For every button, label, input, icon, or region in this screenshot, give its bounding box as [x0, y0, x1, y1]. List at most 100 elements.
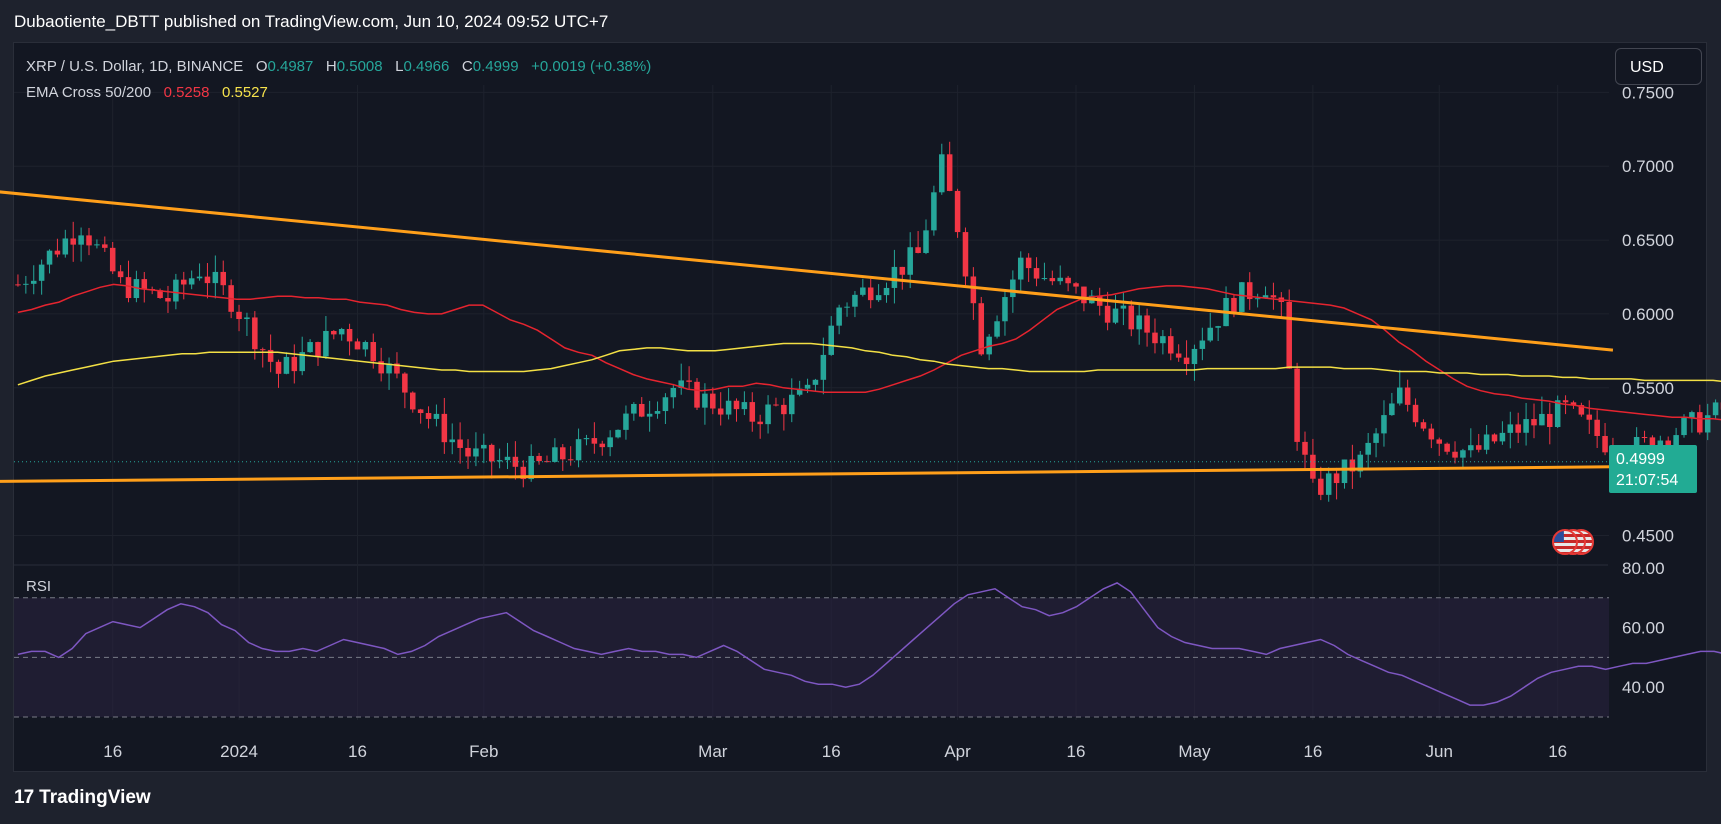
ema-row: EMA Cross 50/200 0.5258 0.5527 [26, 80, 651, 106]
candle-body [1452, 451, 1458, 458]
candle-body [212, 271, 219, 284]
tradingview-footer[interactable]: 17 TradingView [14, 782, 151, 814]
candle-body [1183, 357, 1190, 365]
candle-body [157, 290, 163, 299]
candle-body [1310, 454, 1316, 479]
candle-body [267, 349, 274, 362]
candle-body [1689, 412, 1695, 419]
economic-events[interactable] [1546, 529, 1596, 559]
change-value: +0.0019 (+0.38%) [531, 58, 652, 75]
high-value: 0.5008 [336, 58, 383, 75]
candle-body [891, 266, 898, 288]
candle-body [102, 244, 108, 248]
candle-body [954, 190, 961, 233]
ema50-line [17, 283, 1721, 421]
rsi-band [14, 597, 1609, 718]
candle-body [1507, 424, 1514, 433]
candle-body [1483, 434, 1490, 450]
time-tick-label: Feb [469, 742, 498, 761]
candle-body [1349, 459, 1356, 472]
symbol-label[interactable]: XRP / U.S. Dollar, 1D, BINANCE [26, 58, 244, 75]
candle-body [1270, 295, 1277, 298]
candle-body [1602, 436, 1608, 453]
low-label: L [395, 58, 404, 75]
candle-body [362, 342, 369, 350]
time-tick-label: 16 [1303, 742, 1322, 761]
candle-body [812, 379, 819, 385]
candle-body [970, 276, 977, 304]
candle-body [307, 342, 313, 353]
last-price-badge: 0.4999 21:07:54 [1609, 445, 1697, 493]
candle-body [575, 439, 582, 461]
candle-body [457, 439, 463, 448]
candle-body [1294, 368, 1300, 442]
candle-body [678, 380, 684, 388]
candle-body [638, 403, 645, 417]
publisher-line: Dubaotiente_DBTT published on TradingVie… [14, 12, 609, 31]
candle-body [1539, 413, 1545, 426]
candle-body [599, 443, 606, 448]
bar-countdown: 21:07:54 [1616, 472, 1679, 489]
candle-body [773, 404, 779, 406]
candle-body [781, 404, 787, 415]
candle-body [394, 363, 400, 374]
candle-body [125, 277, 132, 299]
candle-body [236, 311, 242, 320]
rsi-label[interactable]: RSI [26, 578, 52, 595]
candle-body [1239, 282, 1245, 312]
candle-body [109, 247, 116, 272]
candle-body [1475, 445, 1482, 450]
ema-label[interactable]: EMA Cross 50/200 [26, 84, 152, 101]
candle-body [1262, 295, 1269, 299]
candle-body [670, 387, 677, 398]
currency-button[interactable]: USD [1615, 48, 1702, 85]
candle-body [852, 294, 858, 307]
candle-body [1325, 473, 1332, 495]
candle-body [1017, 257, 1024, 280]
chart-legend: XRP / U.S. Dollar, 1D, BINANCE O0.4987 H… [26, 54, 651, 106]
candle-body [1649, 437, 1656, 452]
candle-body [931, 192, 937, 231]
candle-body [994, 321, 1000, 337]
candle-body [1381, 415, 1387, 434]
rsi-tick-label: 40.00 [1622, 678, 1665, 697]
candle-body [1491, 434, 1498, 442]
candle-body [1104, 305, 1111, 323]
candle-body [402, 373, 408, 393]
us-flag-icon[interactable] [1552, 529, 1578, 555]
candle-body [1531, 419, 1537, 426]
ema200-value: 0.5527 [221, 84, 268, 101]
candle-body [370, 342, 377, 362]
candle-body [196, 276, 203, 279]
candle-body [725, 400, 732, 415]
candle-body [1041, 278, 1048, 280]
candle-body [536, 455, 542, 462]
low-value: 0.4966 [403, 58, 450, 75]
candle-body [1231, 297, 1237, 312]
candle-body [1033, 268, 1040, 279]
candle-body [1128, 305, 1135, 330]
open-value: 0.4987 [267, 58, 314, 75]
candle-body [804, 384, 811, 389]
candle-body [299, 352, 305, 372]
candle-body [488, 444, 495, 462]
candle-body [291, 356, 298, 372]
candle-body [1365, 442, 1371, 455]
candle-body [433, 413, 440, 419]
candle-body [710, 393, 716, 409]
candle-body [1057, 277, 1063, 282]
candle-body [378, 361, 384, 374]
candle-body [623, 413, 629, 430]
ohlc-row: XRP / U.S. Dollar, 1D, BINANCE O0.4987 H… [26, 54, 651, 80]
candle-body [315, 342, 321, 357]
candle-body [1246, 282, 1253, 300]
candle-body [1160, 336, 1166, 344]
candle-body [828, 325, 835, 355]
candle-body [607, 437, 613, 448]
candle-body [1199, 340, 1206, 349]
candle-body [338, 329, 345, 335]
candle-body [417, 409, 424, 414]
candle-body [1373, 433, 1379, 443]
candle-body [567, 459, 574, 461]
